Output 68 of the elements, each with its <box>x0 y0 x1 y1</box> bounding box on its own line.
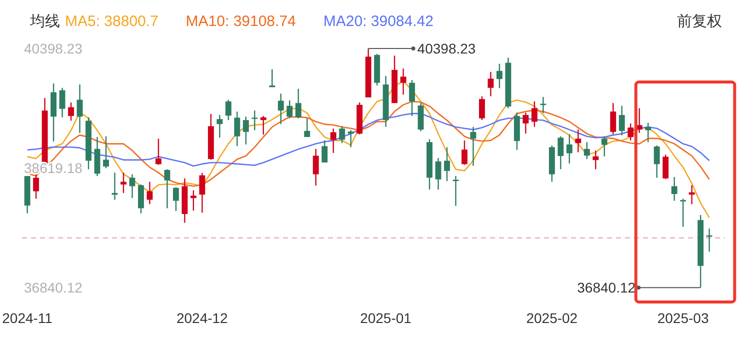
candlestick <box>662 154 669 180</box>
candlestick <box>260 115 266 136</box>
candlestick <box>566 134 572 164</box>
candlestick <box>496 63 502 89</box>
candlestick <box>531 100 538 128</box>
candlestick <box>680 198 686 228</box>
candlestick <box>68 102 74 122</box>
candlestick <box>444 146 450 182</box>
candlestick <box>199 172 206 214</box>
candlestick <box>330 128 336 154</box>
candlestick <box>671 176 678 202</box>
candlestick <box>610 102 616 135</box>
candlestick <box>278 93 284 125</box>
candlestick <box>59 87 66 118</box>
candlestick <box>234 111 240 147</box>
candlestick <box>488 71 494 97</box>
candlestick <box>129 174 136 199</box>
y-tick-label: 36840.12 <box>24 280 83 296</box>
annotation: 40398.23 <box>417 40 476 56</box>
candlestick <box>540 96 546 114</box>
x-tick-label: 2024-12 <box>176 310 228 326</box>
candlestick <box>312 148 319 186</box>
candlestick <box>242 116 249 146</box>
candlestick <box>269 68 276 88</box>
candlestick <box>322 140 328 164</box>
candlestick <box>409 79 415 117</box>
candlestick <box>155 138 162 166</box>
x-tick-label: 2025-02 <box>526 310 578 326</box>
candlestick <box>618 105 625 136</box>
candlestick <box>452 175 459 206</box>
candlestick <box>339 126 346 144</box>
candlestick <box>462 140 468 166</box>
candlestick <box>172 186 179 212</box>
candlestick <box>103 136 109 169</box>
candlestick <box>400 68 406 96</box>
x-tick-label: 2025-01 <box>360 310 412 326</box>
candlestick <box>304 118 310 138</box>
candlestick <box>225 99 232 121</box>
text: MA5: 38800.7 <box>65 13 158 30</box>
candlestick <box>164 168 170 209</box>
candlestick <box>348 130 354 148</box>
candlestick <box>628 122 634 141</box>
candlestick <box>120 172 126 194</box>
candlestick <box>252 110 258 131</box>
candlestick <box>478 96 485 121</box>
candlestick <box>654 144 660 178</box>
candlestick <box>138 184 144 214</box>
candlestick <box>295 88 302 119</box>
annotation: 前复权 <box>677 13 722 30</box>
x-tick-label: 2025-03 <box>657 310 709 326</box>
annotation: 36840.12 <box>577 280 636 296</box>
candlestick <box>592 150 599 170</box>
y-tick-label: 40398.23 <box>24 40 83 56</box>
x-tick-label: 2024-11 <box>2 310 53 326</box>
candlestick <box>435 157 442 190</box>
candlestick <box>575 128 582 153</box>
candlestick <box>286 100 293 119</box>
candlestick <box>558 136 564 170</box>
candlestick <box>522 112 529 134</box>
legend-title: 均线 <box>29 13 60 30</box>
candlestick <box>216 114 223 138</box>
candlestick <box>190 190 196 212</box>
text: MA10: 39108.74 <box>186 13 296 30</box>
text: MA20: 39084.42 <box>323 13 434 30</box>
candlestick <box>601 136 608 157</box>
candlestick <box>146 181 153 205</box>
candlestick <box>76 84 83 134</box>
candlestick <box>584 142 590 160</box>
